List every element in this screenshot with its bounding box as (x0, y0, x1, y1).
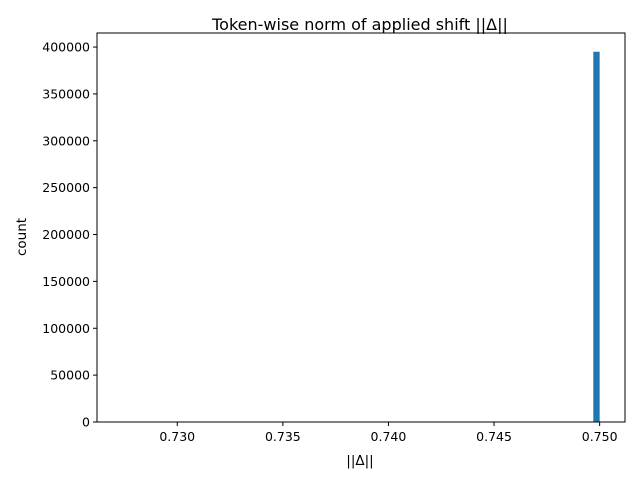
plot-frame (96, 32, 626, 423)
x-tick-label: 0.740 (371, 429, 407, 444)
x-tick-label: 0.735 (265, 429, 301, 444)
y-tick-label: 350000 (42, 86, 90, 101)
y-tick-label: 250000 (42, 180, 90, 195)
x-tick-label: 0.750 (582, 429, 618, 444)
x-axis-label: ||Δ|| (346, 453, 373, 469)
y-tick-label: 200000 (42, 227, 90, 242)
histogram-bar (593, 51, 600, 423)
y-tick-label: 150000 (42, 274, 90, 289)
histogram-bars (593, 51, 600, 423)
y-tick-label: 0 (82, 415, 90, 430)
y-axis-ticks: 0 50000 100000 150000 200000 250000 300000 3500… (42, 40, 97, 430)
x-axis-ticks: 0.730 0.735 0.740 0.745 0.750 (159, 422, 618, 444)
y-tick-label: 100000 (42, 321, 90, 336)
y-axis-label: count (14, 218, 30, 256)
y-tick-label: 300000 (42, 133, 90, 148)
x-tick-label: 0.730 (159, 429, 195, 444)
y-tick-label: 400000 (42, 40, 90, 55)
y-tick-label: 50000 (50, 368, 90, 383)
x-tick-label: 0.745 (476, 429, 512, 444)
chart-title: Token-wise norm of applied shift ||Δ|| (211, 15, 508, 34)
